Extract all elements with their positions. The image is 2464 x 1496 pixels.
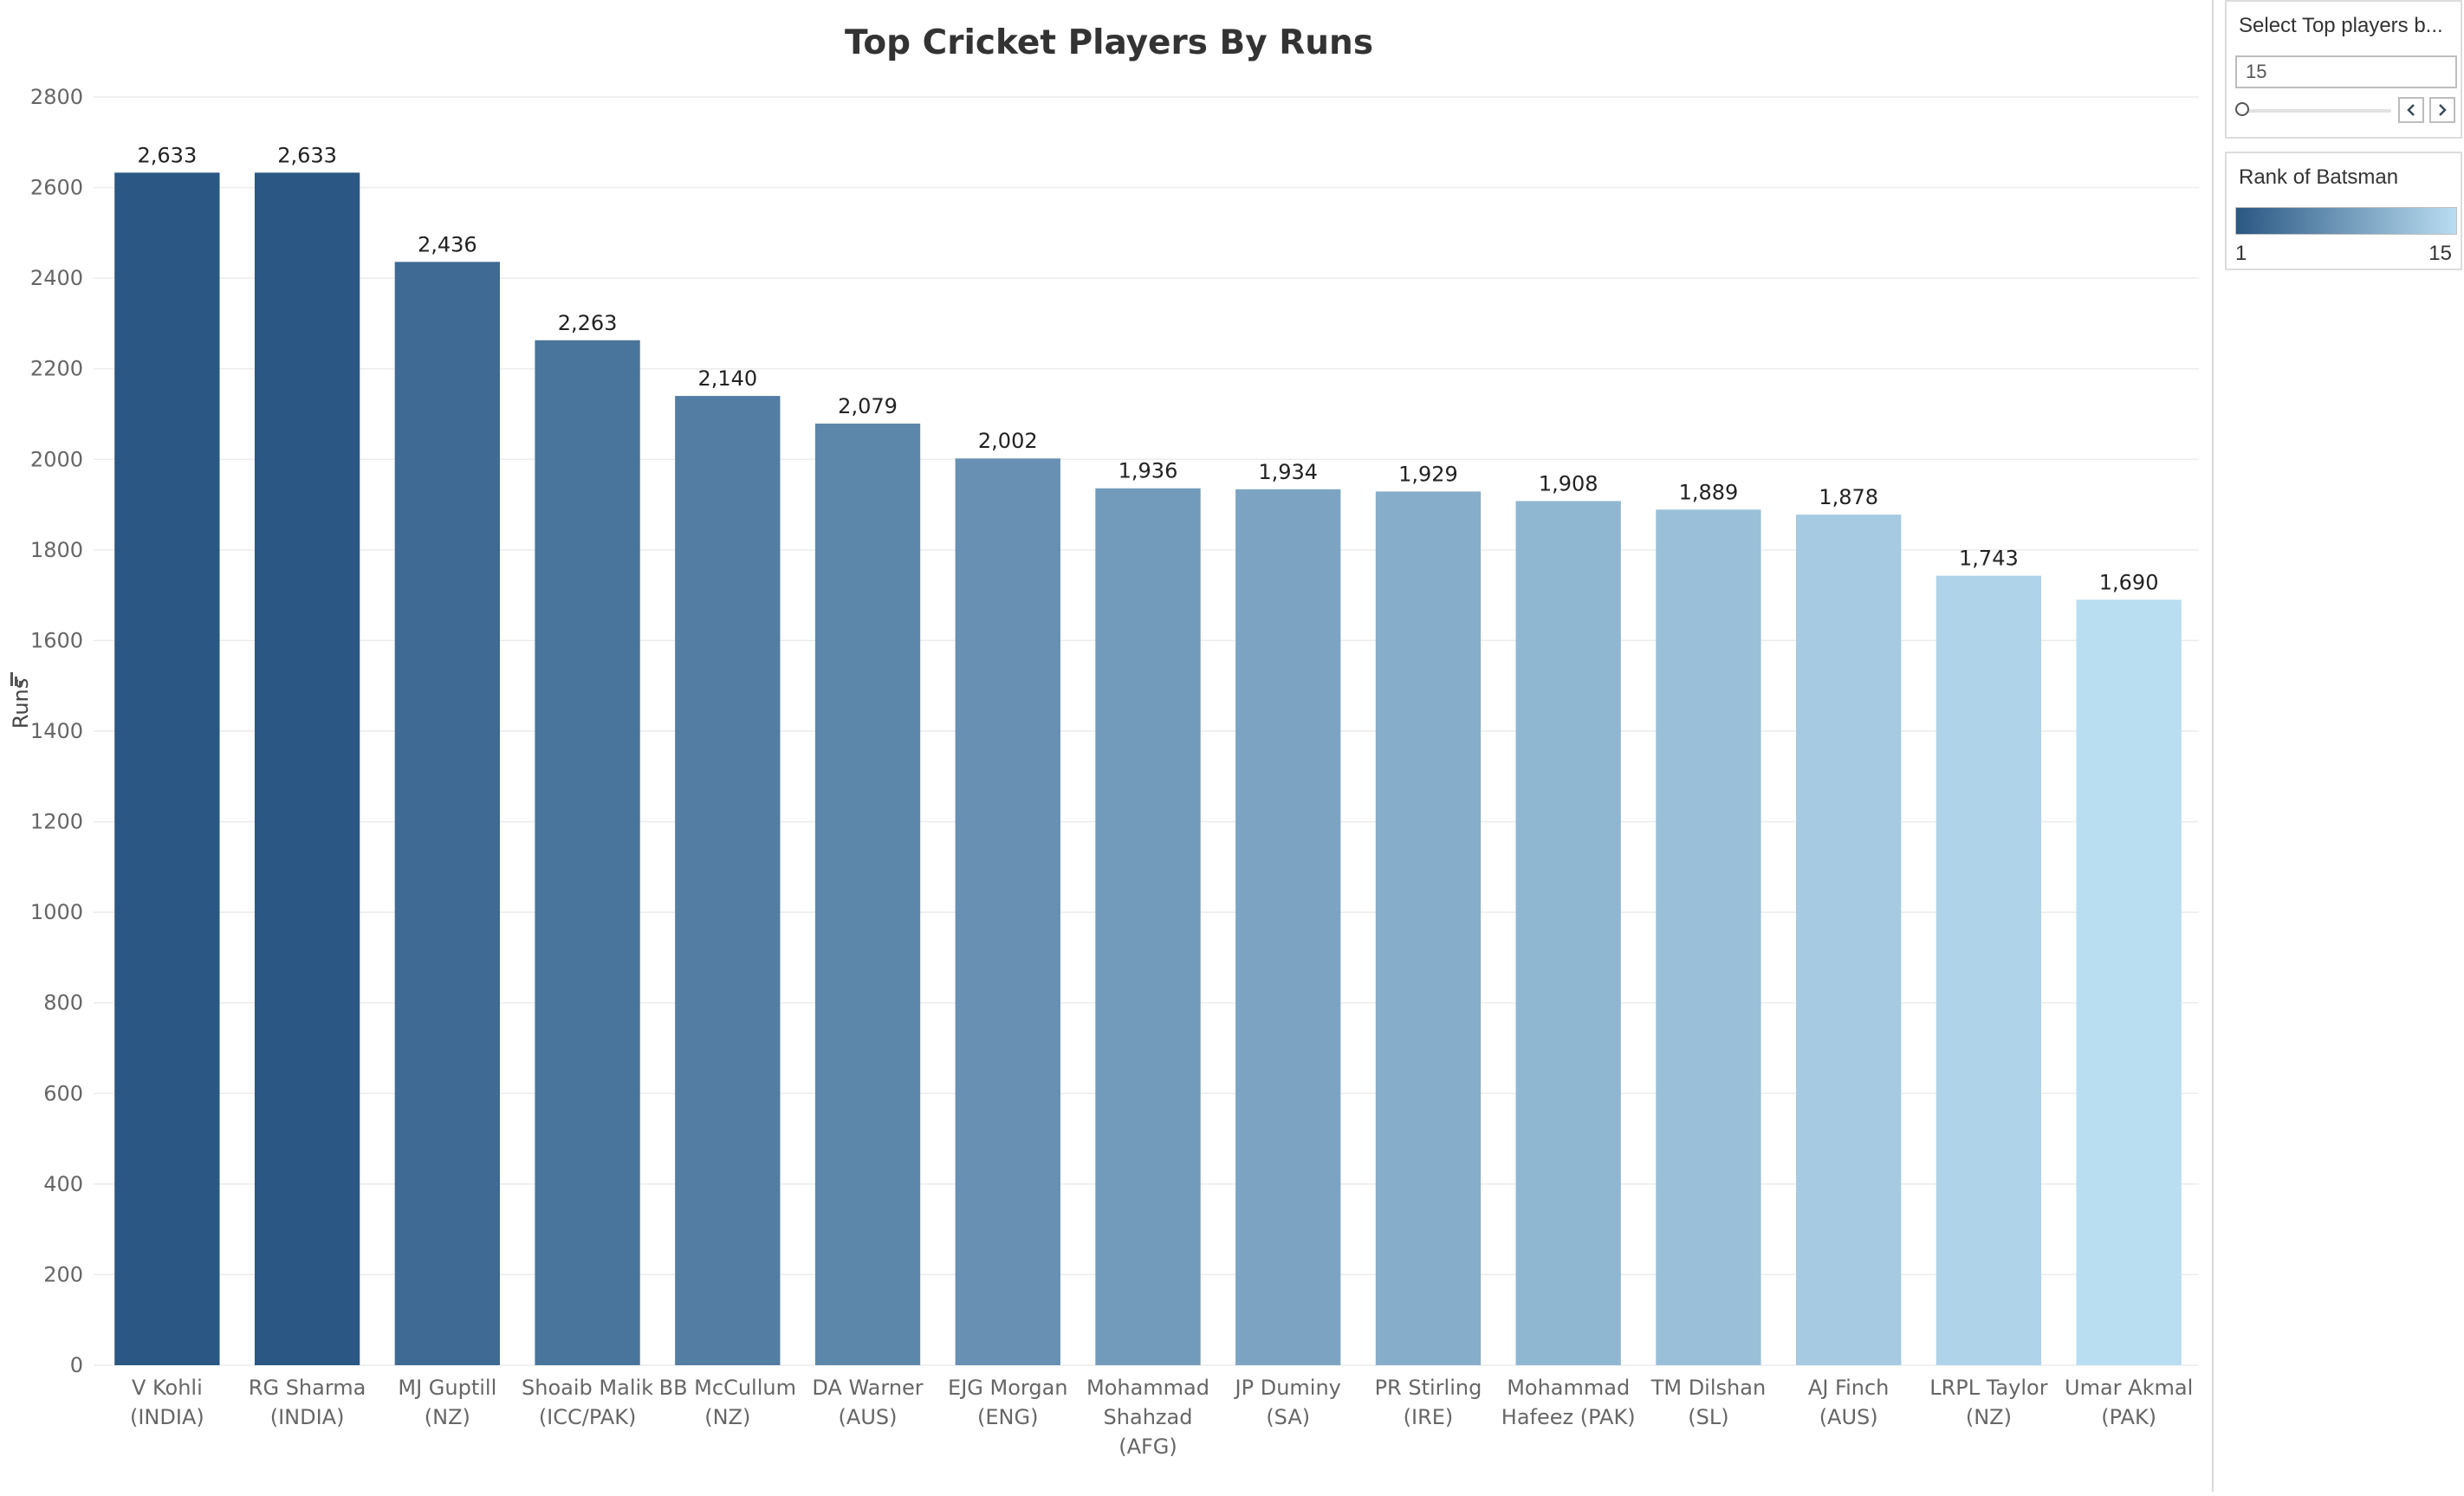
y-tick-label: 1400 — [30, 719, 83, 743]
bar-value-label: 1,690 — [2099, 570, 2159, 594]
bar[interactable] — [675, 396, 781, 1366]
x-category-label[interactable]: Shoaib Malik (ICC/PAK) — [522, 1376, 653, 1429]
y-tick-label: 2200 — [30, 357, 83, 381]
y-tick-label: 400 — [43, 1172, 83, 1196]
bar[interactable] — [1375, 491, 1482, 1365]
bar-value-label: 2,002 — [978, 429, 1038, 453]
y-tick-label: 2600 — [30, 176, 83, 200]
x-category-label[interactable]: V Kohli (INDIA) — [130, 1376, 204, 1429]
legend-min-label: 1 — [2235, 242, 2247, 265]
bars — [114, 172, 2182, 1366]
legend-max-label: 15 — [2428, 242, 2452, 265]
bar-chart: Top Cricket Players By Runs Runs 0 200 400… — [9, 23, 2199, 1459]
bar[interactable] — [1515, 501, 1621, 1365]
bar-value-label: 1,929 — [1398, 462, 1458, 486]
y-tick-label: 200 — [43, 1262, 83, 1286]
y-axis-title-group[interactable]: Runs — [9, 672, 33, 729]
parameter-title: Select Top players b... — [2239, 14, 2443, 37]
bar-value-label: 1,743 — [1959, 547, 2019, 571]
x-category-label[interactable]: TM Dilshan (SL) — [1650, 1376, 1766, 1429]
y-tick-label: 2400 — [30, 266, 83, 290]
decrement-button[interactable] — [2398, 97, 2424, 123]
bar-value-label: 2,263 — [558, 311, 618, 335]
bar-value-label: 1,878 — [1819, 485, 1878, 509]
slider-track[interactable] — [2244, 109, 2391, 113]
bar[interactable] — [535, 340, 640, 1365]
bar-value-label: 1,889 — [1679, 480, 1739, 504]
x-category-label[interactable]: PR Stirling (IRE) — [1375, 1376, 1482, 1429]
x-category-label[interactable]: Mohammad Shahzad (AFG) — [1086, 1376, 1209, 1459]
y-tick-label: 2000 — [30, 447, 83, 471]
increment-button[interactable] — [2429, 97, 2455, 123]
bar-value-label: 2,079 — [838, 394, 898, 418]
bar-value-label: 1,936 — [1119, 459, 1178, 483]
x-category-label[interactable]: AJ Finch (AUS) — [1808, 1376, 1889, 1429]
x-category-label[interactable]: Umar Akmal (PAK) — [2065, 1376, 2193, 1429]
bar[interactable] — [1095, 488, 1201, 1365]
bar[interactable] — [394, 262, 500, 1365]
x-category-label[interactable]: MJ Guptill (NZ) — [398, 1376, 496, 1429]
bar[interactable] — [114, 172, 220, 1365]
bar-value-label: 1,934 — [1258, 460, 1318, 484]
y-tick-label: 600 — [43, 1081, 83, 1105]
y-tick-label: 2800 — [30, 85, 83, 109]
chevron-left-icon — [2407, 104, 2415, 116]
x-axis: V Kohli (INDIA) RG Sharma (INDIA) MJ Guptill… — [130, 1376, 2193, 1459]
y-tick-label: 1800 — [30, 538, 83, 562]
bar-value-label: 2,633 — [138, 143, 198, 167]
x-category-label[interactable]: Mohammad Hafeez (PAK) — [1501, 1376, 1636, 1429]
bar[interactable] — [1235, 489, 1341, 1365]
bar[interactable] — [1936, 575, 2042, 1365]
side-panel: Select Top players b... Rank of Batsman … — [2212, 0, 2464, 1492]
legend-title: Rank of Batsman — [2239, 165, 2399, 189]
bar[interactable] — [254, 172, 360, 1365]
bar-value-label: 2,633 — [277, 143, 337, 167]
color-gradient-bar — [2235, 207, 2457, 235]
bar-value-label: 2,140 — [697, 366, 757, 391]
y-axis-title: Runs — [9, 678, 33, 729]
bar[interactable] — [814, 423, 921, 1366]
bar[interactable] — [1796, 515, 1902, 1365]
x-category-label[interactable]: LRPL Taylor (NZ) — [1929, 1376, 2047, 1429]
y-tick-label: 1200 — [30, 810, 83, 834]
x-category-label[interactable]: JP Duminy (SA) — [1234, 1376, 1341, 1429]
bar[interactable] — [1656, 509, 1761, 1365]
x-category-label[interactable]: RG Sharma (INDIA) — [249, 1376, 366, 1429]
x-category-label[interactable]: DA Warner (AUS) — [812, 1376, 923, 1429]
top-players-input[interactable] — [2235, 55, 2457, 88]
chart-area: Top Cricket Players By Runs Runs 0 200 400… — [9, 23, 2199, 1459]
top-players-parameter-card: Select Top players b... — [2225, 0, 2462, 139]
y-tick-label: 0 — [70, 1353, 83, 1377]
bar-value-label: 1,908 — [1539, 471, 1598, 495]
x-category-label[interactable]: BB McCullum (NZ) — [659, 1376, 796, 1429]
data-labels: 2,633 2,633 2,436 2,263 2,140 2,079 2,002 1,936… — [138, 143, 2159, 594]
x-category-label[interactable]: EJG Morgan (ENG) — [948, 1376, 1067, 1429]
slider-thumb[interactable] — [2235, 102, 2249, 116]
y-axis: 0 200 400 600 800 1000 1200 1400 1600 1800 2000 220… — [30, 85, 83, 1377]
bar[interactable] — [2076, 599, 2182, 1365]
chevron-right-icon — [2439, 104, 2447, 116]
bar-value-label: 2,436 — [418, 232, 477, 256]
y-tick-label: 800 — [43, 991, 83, 1015]
bar[interactable] — [955, 458, 1060, 1365]
y-tick-label: 1000 — [30, 900, 83, 924]
sort-icon[interactable] — [10, 672, 22, 686]
chart-title: Top Cricket Players By Runs — [845, 23, 1373, 62]
color-legend-card: Rank of Batsman 1 15 — [2225, 152, 2462, 270]
y-tick-label: 1600 — [30, 628, 83, 652]
